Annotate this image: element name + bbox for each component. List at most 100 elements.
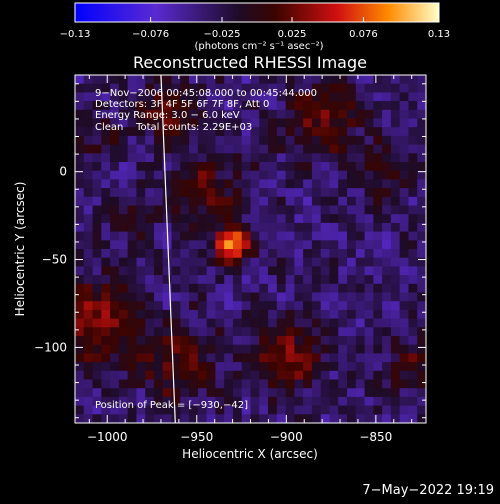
- heatmap-cell: [189, 222, 199, 233]
- heatmap-cell: [276, 153, 287, 163]
- heatmap-cell: [224, 214, 234, 224]
- heatmap-cell: [276, 196, 287, 207]
- heatmap-cell: [153, 144, 164, 154]
- heatmap-cell: [276, 101, 287, 111]
- heatmap-cell: [382, 188, 392, 198]
- heatmap-cell: [303, 196, 313, 207]
- heatmap-cell: [303, 344, 313, 354]
- heatmap-cell: [417, 266, 426, 276]
- heatmap-cell: [206, 327, 217, 337]
- heatmap-cell: [145, 162, 155, 172]
- heatmap-cell: [276, 275, 287, 285]
- heatmap-cell: [162, 344, 173, 354]
- heatmap-cell: [373, 370, 383, 381]
- heatmap-cell: [364, 283, 374, 294]
- heatmap-cell: [127, 135, 138, 146]
- heatmap-cell: [373, 118, 383, 128]
- heatmap-cell: [320, 318, 331, 328]
- heatmap-cell: [153, 83, 164, 93]
- heatmap-cell: [127, 109, 138, 120]
- heatmap-cell: [303, 275, 313, 285]
- heatmap-cell: [145, 336, 155, 346]
- heatmap-cell: [311, 135, 322, 146]
- heatmap-cell: [215, 75, 225, 85]
- heatmap-cell: [294, 75, 304, 85]
- heatmap-cell: [250, 379, 260, 389]
- heatmap-cell: [197, 379, 208, 389]
- heatmap-cell: [127, 414, 138, 423]
- heatmap-cell: [417, 309, 426, 320]
- heatmap-cell: [75, 170, 85, 180]
- heatmap-cell: [241, 214, 252, 224]
- heatmap-cell: [294, 318, 304, 328]
- heatmap-cell: [110, 266, 120, 276]
- heatmap-cell: [364, 188, 374, 198]
- heatmap-cell: [408, 309, 418, 320]
- heatmap-cell: [127, 179, 138, 189]
- heatmap-cell: [145, 118, 155, 128]
- heatmap-cell: [311, 301, 322, 311]
- heatmap-cell: [162, 179, 173, 189]
- heatmap-cell: [101, 75, 111, 85]
- heatmap-cell: [118, 196, 129, 207]
- heatmap-cell: [390, 353, 401, 363]
- heatmap-cell: [320, 222, 331, 233]
- heatmap-cell: [206, 127, 217, 137]
- heatmap-cell: [294, 214, 304, 224]
- heatmap-cell: [364, 127, 374, 137]
- heatmap-cell: [162, 109, 173, 120]
- heatmap-cell: [75, 266, 85, 276]
- heatmap-cell: [92, 283, 102, 294]
- heatmap-cell: [232, 327, 243, 337]
- heatmap-cell: [153, 405, 164, 415]
- heatmap-cell: [250, 336, 260, 346]
- heatmap-cell: [136, 353, 146, 363]
- heatmap-cell: [224, 266, 234, 276]
- heatmap-cell: [197, 283, 208, 294]
- heatmap-cell: [373, 188, 383, 198]
- heatmap-cell: [241, 92, 252, 102]
- heatmap-cell: [83, 101, 94, 111]
- heatmap-cell: [206, 344, 217, 354]
- heatmap-cell: [250, 309, 260, 320]
- heatmap-cell: [127, 309, 138, 320]
- heatmap-cell: [162, 414, 173, 423]
- heatmap-cell: [101, 162, 111, 172]
- heatmap-cell: [180, 301, 190, 311]
- heatmap-cell: [118, 153, 129, 163]
- heatmap-cell: [110, 205, 120, 215]
- heatmap-cell: [417, 362, 426, 372]
- heatmap-cell: [268, 370, 278, 381]
- heatmap-cell: [364, 388, 374, 398]
- heatmap-cell: [417, 153, 426, 163]
- heatmap-cell: [303, 205, 313, 215]
- heatmap-cell: [136, 336, 146, 346]
- heatmap-cell: [294, 266, 304, 276]
- heatmap-cell: [224, 92, 234, 102]
- heatmap-cell: [127, 153, 138, 163]
- heatmap-cell: [399, 275, 410, 285]
- heatmap-cell: [355, 362, 366, 372]
- heatmap-cell: [232, 379, 243, 389]
- heatmap-cell: [136, 118, 146, 128]
- heatmap-cell: [417, 292, 426, 302]
- heatmap-cell: [118, 353, 129, 363]
- heatmap-cell: [259, 301, 269, 311]
- heatmap-cell: [364, 301, 374, 311]
- heatmap-cell: [268, 75, 278, 85]
- heatmap-cell: [276, 362, 287, 372]
- heatmap-cell: [215, 344, 225, 354]
- heatmap-cell: [329, 370, 339, 381]
- heatmap-cell: [153, 362, 164, 372]
- heatmap-cell: [399, 75, 410, 85]
- heatmap-cell: [136, 292, 146, 302]
- heatmap-cell: [294, 231, 304, 241]
- heatmap-cell: [206, 249, 217, 259]
- heatmap-cell: [285, 327, 295, 337]
- heatmap-cell: [311, 249, 322, 259]
- heatmap-cell: [303, 318, 313, 328]
- heatmap-cell: [118, 336, 129, 346]
- heatmap-cell: [390, 101, 401, 111]
- heatmap-cell: [110, 283, 120, 294]
- heatmap-cell: [355, 214, 366, 224]
